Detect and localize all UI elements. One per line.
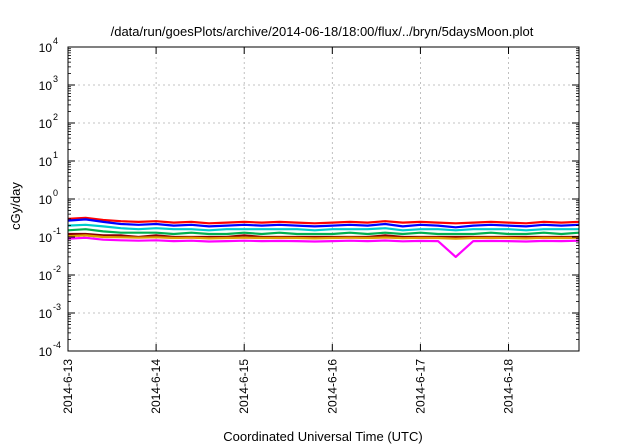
y-axis-label: cGy/day xyxy=(8,182,23,230)
x-axis-label: Coordinated Universal Time (UTC) xyxy=(223,429,422,444)
y-tick-exponent: -1 xyxy=(53,226,61,236)
series-layer xyxy=(67,216,580,258)
y-tick-exponent: 0 xyxy=(53,188,58,198)
y-tick-label: 10 xyxy=(39,307,53,321)
x-tick-label: 2014-6-13 xyxy=(61,359,75,414)
series-line-5 xyxy=(67,234,580,240)
y-tick-label: 10 xyxy=(39,155,53,169)
y-tick-label: 10 xyxy=(39,79,53,93)
y-tick-exponent: -3 xyxy=(53,302,61,312)
y-tick-label: 10 xyxy=(39,117,53,131)
y-tick-exponent: 3 xyxy=(53,74,58,84)
y-tick-label: 10 xyxy=(39,345,53,359)
y-tick-label: 10 xyxy=(39,231,53,245)
y-tick-exponent: -4 xyxy=(53,340,61,350)
x-tick-label: 2014-6-15 xyxy=(237,359,251,414)
y-tick-exponent: 4 xyxy=(53,36,58,46)
series-line-3 xyxy=(67,228,580,236)
x-tick-label: 2014-6-18 xyxy=(502,359,516,414)
series-line-2 xyxy=(67,223,579,232)
series-line-0 xyxy=(67,216,580,225)
y-tick-label: 10 xyxy=(39,269,53,283)
y-tick-exponent: 1 xyxy=(53,150,58,160)
chart-title: /data/run/goesPlots/archive/2014-06-18/1… xyxy=(111,24,534,39)
y-tick-label: 10 xyxy=(39,193,53,207)
x-tick-label: 2014-6-16 xyxy=(325,359,339,414)
y-tick-label: 10 xyxy=(39,41,53,55)
x-tick-label: 2014-6-17 xyxy=(413,359,427,414)
y-tick-exponent: -2 xyxy=(53,264,61,274)
y-tick-exponent: 2 xyxy=(53,112,58,122)
series-line-6 xyxy=(67,236,580,258)
x-tick-label: 2014-6-14 xyxy=(149,359,163,414)
series-line-1 xyxy=(67,218,580,229)
